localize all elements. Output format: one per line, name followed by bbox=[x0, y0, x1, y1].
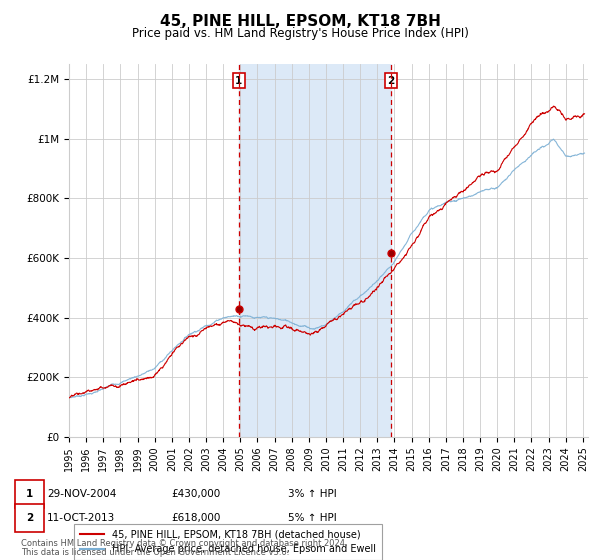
Text: 29-NOV-2004: 29-NOV-2004 bbox=[47, 489, 116, 499]
Text: Price paid vs. HM Land Registry's House Price Index (HPI): Price paid vs. HM Land Registry's House … bbox=[131, 27, 469, 40]
Text: 2: 2 bbox=[26, 513, 33, 523]
Text: £618,000: £618,000 bbox=[171, 513, 220, 523]
Text: 11-OCT-2013: 11-OCT-2013 bbox=[47, 513, 115, 523]
Text: £430,000: £430,000 bbox=[171, 489, 220, 499]
Bar bbox=[239, 64, 391, 437]
Legend: 45, PINE HILL, EPSOM, KT18 7BH (detached house), HPI: Average price, detached ho: 45, PINE HILL, EPSOM, KT18 7BH (detached… bbox=[74, 524, 382, 560]
Text: 1: 1 bbox=[26, 489, 33, 499]
Text: This data is licensed under the Open Government Licence v3.0.: This data is licensed under the Open Gov… bbox=[21, 548, 289, 557]
Text: 45, PINE HILL, EPSOM, KT18 7BH: 45, PINE HILL, EPSOM, KT18 7BH bbox=[160, 14, 440, 29]
Text: 1: 1 bbox=[235, 76, 242, 86]
Text: 3% ↑ HPI: 3% ↑ HPI bbox=[288, 489, 337, 499]
Text: 2: 2 bbox=[387, 76, 394, 86]
Text: 5% ↑ HPI: 5% ↑ HPI bbox=[288, 513, 337, 523]
Text: Contains HM Land Registry data © Crown copyright and database right 2024.: Contains HM Land Registry data © Crown c… bbox=[21, 539, 347, 548]
